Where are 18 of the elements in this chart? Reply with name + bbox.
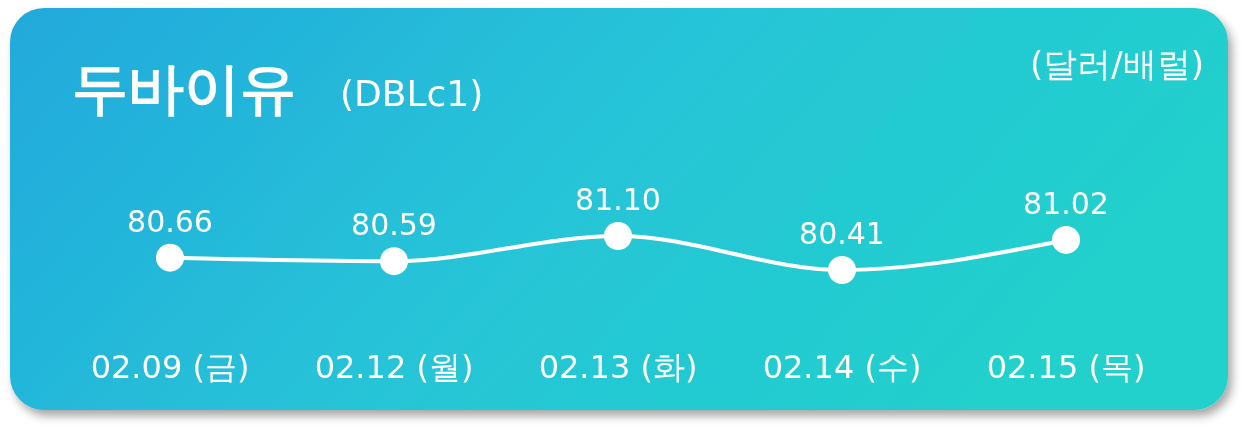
data-label: 81.02	[1023, 185, 1109, 221]
x-tick-label: 02.13 (화)	[538, 348, 698, 386]
point	[828, 256, 856, 284]
data-label: 81.10	[575, 182, 661, 217]
y-axis-title: (달러/배럴)	[1030, 44, 1204, 84]
point	[380, 247, 408, 276]
point	[1052, 225, 1080, 254]
x-tick-label: 02.09 (금)	[90, 348, 250, 386]
x-tick-label: 02.15 (목)	[986, 348, 1146, 386]
data-label: 80.41	[799, 216, 885, 251]
x-tick-label: 02.14 (수)	[762, 348, 922, 386]
data-label: 80.66	[127, 203, 213, 239]
point	[604, 222, 632, 250]
data-label: 80.59	[351, 207, 437, 243]
chart-subtitle: (DBLc1)	[340, 73, 484, 114]
chart-title: 두바이유	[72, 56, 296, 121]
x-tick-label: 02.12 (월)	[314, 348, 474, 386]
point	[156, 243, 184, 272]
